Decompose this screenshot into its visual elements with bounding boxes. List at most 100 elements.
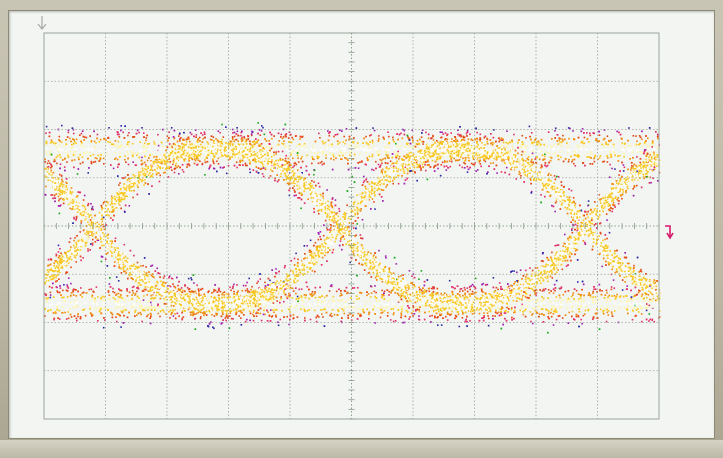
eye-sample-point: [236, 284, 238, 286]
eye-sample-point: [626, 285, 628, 287]
eye-sample-point: [122, 303, 124, 305]
eye-sample-point: [179, 151, 181, 154]
eye-sample-point: [578, 144, 581, 147]
eye-sample-point: [108, 283, 111, 285]
eye-sample-point: [623, 184, 626, 186]
eye-sample-point: [511, 166, 513, 169]
eye-sample-point: [362, 181, 365, 184]
eye-sample-point: [270, 309, 272, 311]
eye-sample-point: [627, 298, 629, 301]
eye-sample-point: [143, 150, 145, 152]
eye-sample-point: [318, 316, 320, 318]
eye-sample-point: [566, 301, 568, 303]
eye-sample-point: [260, 143, 263, 145]
eye-sample-point: [123, 243, 126, 246]
eye-sample-point: [112, 287, 114, 290]
eye-sample-point: [486, 154, 489, 156]
eye-sample-point: [479, 133, 482, 136]
eye-sample-point: [511, 289, 514, 291]
eye-sample-point: [395, 176, 397, 179]
eye-sample-point: [473, 285, 475, 288]
eye-sample-point: [336, 212, 338, 214]
eye-sample-point: [603, 145, 606, 148]
eye-sample-point: [367, 143, 370, 146]
eye-sample-point: [180, 287, 183, 289]
eye-sample-point: [554, 187, 556, 189]
eye-sample-point: [57, 195, 60, 198]
eye-sample-point: [567, 127, 570, 129]
eye-sample-point: [578, 297, 581, 300]
eye-sample-point: [58, 147, 61, 150]
eye-sample-point: [230, 310, 233, 312]
eye-sample-point: [295, 252, 297, 255]
eye-sample-point: [379, 316, 382, 319]
eye-sample-point: [331, 145, 333, 147]
eye-sample-point: [539, 279, 542, 281]
eye-sample-point: [653, 279, 656, 281]
eye-sample-point: [601, 244, 603, 247]
eye-sample-point: [224, 310, 227, 312]
eye-sample-point: [67, 311, 69, 313]
eye-sample-point: [146, 147, 148, 149]
eye-sample-point: [132, 151, 134, 154]
eye-sample-point: [512, 287, 514, 290]
eye-sample-point: [631, 318, 634, 321]
eye-sample-point: [574, 165, 577, 167]
eye-sample-point: [163, 275, 166, 277]
eye-sample-point: [408, 318, 410, 320]
eye-sample-point: [212, 136, 215, 138]
eye-sample-point: [153, 303, 156, 305]
eye-sample-point: [432, 286, 434, 288]
eye-sample-point: [141, 167, 144, 170]
eye-sample-point: [543, 289, 545, 292]
eye-sample-point: [188, 160, 190, 162]
eye-sample-point: [441, 161, 444, 164]
eye-sample-point: [486, 312, 489, 314]
eye-sample-point: [249, 168, 251, 170]
eye-sample-point: [573, 224, 575, 227]
eye-sample-point: [570, 189, 573, 192]
eye-sample-point: [537, 269, 540, 272]
eye-sample-point: [636, 307, 639, 309]
eye-sample-point: [479, 139, 481, 142]
eye-sample-point: [131, 289, 134, 292]
eye-sample-point: [147, 290, 149, 292]
eye-sample-point: [188, 290, 191, 293]
eye-sample-point: [514, 309, 516, 312]
eye-sample-point: [651, 146, 653, 148]
eye-sample-point: [526, 277, 529, 280]
eye-sample-point: [498, 137, 500, 139]
eye-sample-point: [503, 159, 505, 161]
eye-sample-point: [407, 299, 410, 301]
eye-sample-point: [569, 207, 572, 209]
eye-sample-point: [306, 310, 309, 312]
eye-sample-point: [156, 267, 158, 270]
eye-sample-point: [109, 141, 111, 143]
eye-sample-point: [107, 291, 110, 293]
eye-sample-point: [552, 292, 555, 294]
eye-sample-point: [609, 250, 612, 252]
eye-sample-point: [285, 154, 287, 157]
eye-sample-point: [422, 143, 424, 145]
eye-sample-point: [432, 309, 435, 312]
eye-sample-point: [527, 300, 530, 302]
eye-sample-point: [85, 219, 87, 222]
eye-sample-point: [596, 140, 598, 142]
eye-sample-point: [614, 168, 616, 170]
eye-sample-point: [139, 304, 141, 307]
eye-sample-point: [50, 169, 53, 172]
eye-sample-point: [484, 299, 487, 302]
eye-sample-point: [414, 148, 416, 150]
eye-sample-point: [586, 226, 589, 229]
eye-sample-point: [501, 145, 503, 147]
eye-sample-point: [503, 310, 506, 313]
eye-sample-point: [403, 300, 405, 303]
eye-sample-point: [162, 149, 165, 151]
eye-sample-point: [298, 288, 301, 291]
eye-sample-point: [265, 298, 267, 300]
eye-sample-point: [236, 291, 239, 294]
eye-sample-point: [582, 300, 585, 303]
eye-sample-point: [457, 313, 460, 316]
eye-sample-point: [286, 315, 288, 318]
